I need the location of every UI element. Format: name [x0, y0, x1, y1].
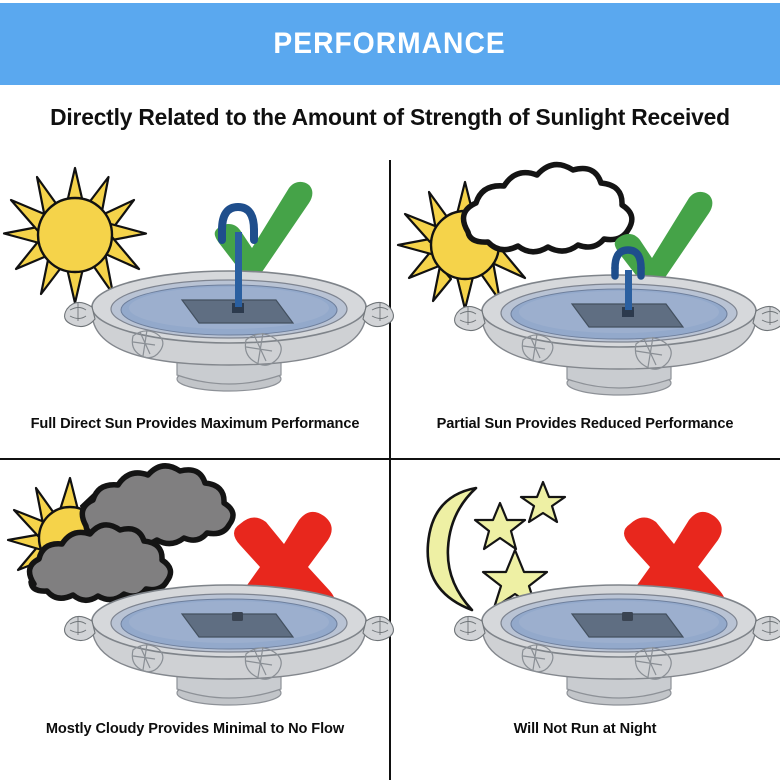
water-jet-icon	[218, 202, 258, 307]
quadrant-mostly-cloudy: Mostly Cloudy Provides Minimal to No Flo…	[0, 460, 394, 760]
fountain-reduced-flow	[454, 246, 780, 396]
caption-mostly-cloudy: Mostly Cloudy Provides Minimal to No Flo…	[45, 720, 345, 737]
quadrant-night-art	[390, 460, 780, 710]
caption-full-sun: Full Direct Sun Provides Maximum Perform…	[30, 415, 360, 432]
quadrant-partial-sun: Partial Sun Provides Reduced Performance	[390, 160, 780, 460]
quadrant-partial-sun-art	[390, 160, 780, 410]
quadrant-full-sun-art	[0, 160, 394, 410]
fountain-no-flow	[454, 584, 780, 706]
subtitle: Directly Related to the Amount of Streng…	[50, 104, 730, 130]
fountain-no-flow	[64, 584, 394, 706]
vertical-divider	[389, 160, 391, 780]
page-title: PERFORMANCE	[273, 27, 507, 60]
header-bar: PERFORMANCE	[0, 3, 780, 85]
sun-behind-cloud-icon	[396, 161, 635, 311]
quadrant-full-sun: Full Direct Sun Provides Maximum Perform…	[0, 160, 394, 460]
sun-behind-dark-clouds-icon	[6, 463, 236, 603]
sun-icon	[2, 166, 148, 305]
quadrant-mostly-cloudy-art	[0, 460, 394, 710]
caption-night: Will Not Run at Night	[513, 720, 657, 737]
fountain-full-flow	[64, 202, 394, 392]
water-jet-icon	[611, 246, 645, 310]
check-icon	[214, 181, 313, 278]
caption-partial-sun: Partial Sun Provides Reduced Performance	[436, 415, 734, 432]
quadrant-night: Will Not Run at Night	[390, 460, 780, 760]
